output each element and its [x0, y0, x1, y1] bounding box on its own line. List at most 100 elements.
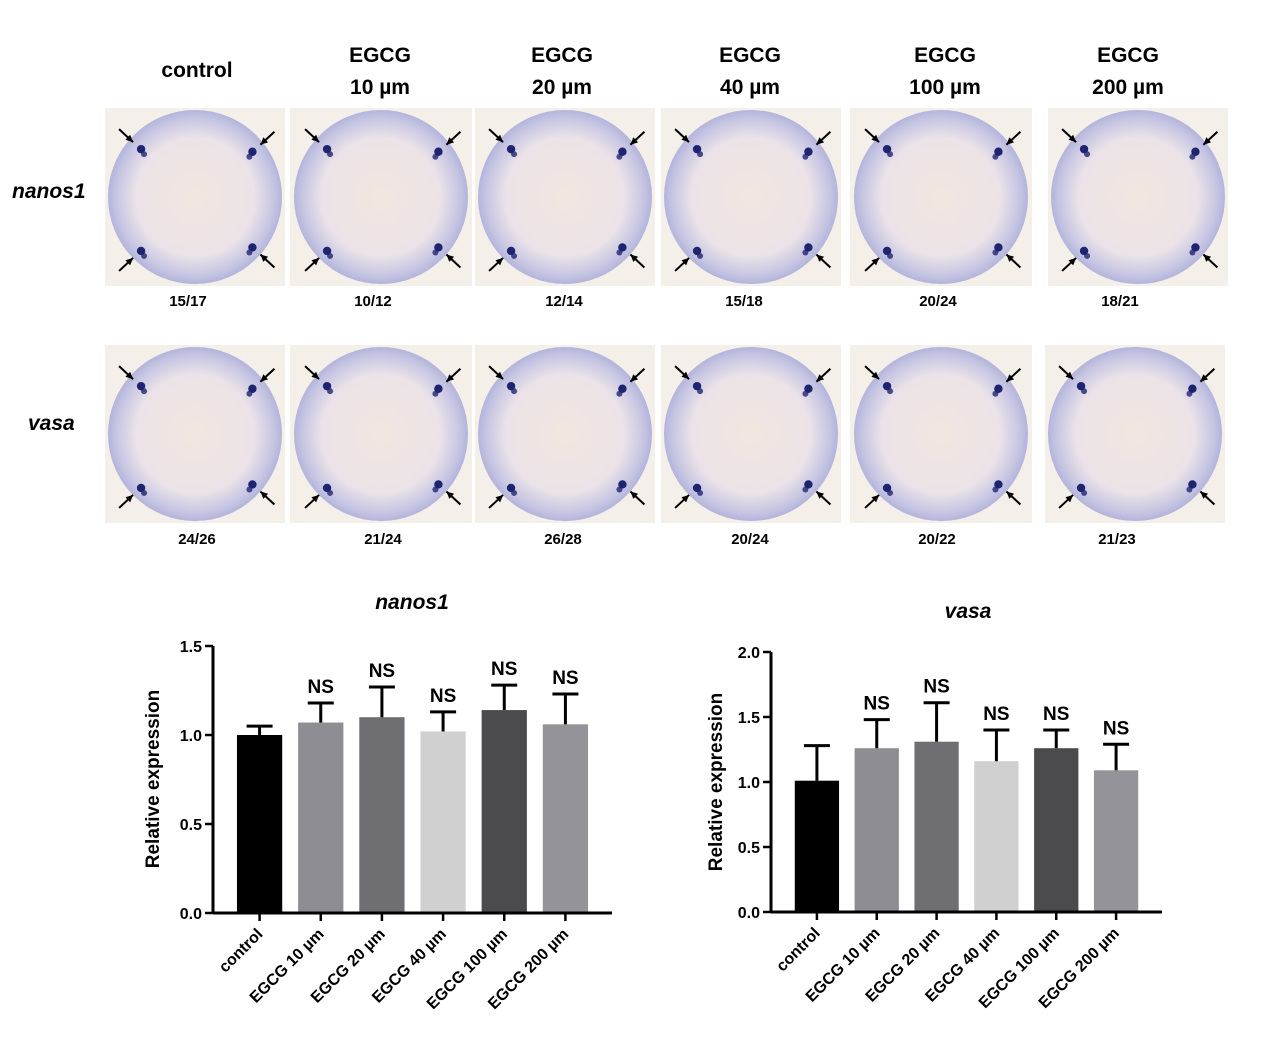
- embryo-panel: [661, 345, 841, 523]
- significance-label: NS: [923, 677, 949, 698]
- embryo: [478, 347, 652, 521]
- pgc-spot: [141, 489, 148, 496]
- pgc-spot: [432, 390, 439, 397]
- pgc-spot: [616, 249, 623, 256]
- arrow-head-icon: [1006, 137, 1015, 145]
- arrow-head-icon: [1006, 374, 1015, 382]
- embryo-panel: [290, 108, 472, 286]
- significance-label: NS: [1043, 704, 1069, 725]
- arrow-head-icon: [816, 491, 825, 499]
- arrow-head-icon: [495, 371, 504, 380]
- pgc-spot: [697, 388, 704, 395]
- row-label-vasa: vasa: [28, 412, 75, 435]
- embryo: [854, 347, 1028, 521]
- arrow-head-icon: [681, 257, 690, 266]
- bar: [542, 724, 589, 913]
- pgc-spot: [804, 243, 813, 252]
- pgc-spot: [506, 381, 516, 391]
- embryo: [294, 110, 468, 284]
- pgc-spot: [618, 243, 627, 252]
- arrow-head-icon: [446, 137, 455, 145]
- pgc-spot: [432, 486, 439, 493]
- pgc-spot: [887, 151, 894, 158]
- pgc-spot: [1189, 153, 1196, 160]
- pgc-spot: [248, 147, 257, 156]
- bar: [359, 717, 405, 913]
- arrow-head-icon: [871, 257, 880, 266]
- pgc-spot: [327, 252, 334, 259]
- pgc-spot: [1191, 243, 1200, 252]
- pgc-spot: [692, 144, 702, 154]
- arrow-head-icon: [871, 134, 880, 143]
- significance-label: NS: [864, 694, 890, 715]
- pgc-spot: [887, 252, 894, 259]
- pgc-spot: [887, 388, 894, 395]
- pgc-spot: [511, 388, 518, 395]
- pgc-spot: [511, 151, 518, 158]
- pgc-spot: [322, 381, 332, 391]
- count-label: 15/17: [169, 293, 207, 310]
- pgc-spot: [616, 390, 623, 397]
- pgc-spot: [616, 486, 623, 493]
- embryo-panel: [1045, 345, 1225, 523]
- pgc-spot: [697, 489, 704, 496]
- count-label: 15/18: [725, 293, 763, 310]
- count-label: 12/14: [545, 293, 583, 310]
- pgc-spot: [1186, 390, 1193, 397]
- arrow-head-icon: [1006, 254, 1015, 262]
- bar: [974, 761, 1019, 912]
- significance-label: NS: [552, 668, 578, 689]
- embryo: [854, 110, 1028, 284]
- pgc-spot: [992, 486, 999, 493]
- pgc-spot: [804, 384, 813, 393]
- arrow-head-icon: [630, 374, 639, 382]
- pgc-spot: [882, 381, 892, 391]
- arrow-head-icon: [1068, 257, 1077, 266]
- embryo: [478, 110, 652, 284]
- pgc-spot: [434, 480, 443, 489]
- y-tick-label: 1.5: [180, 639, 202, 656]
- embryo-image-grid: [105, 108, 1228, 523]
- pgc-spot: [246, 486, 253, 493]
- arrow-head-icon: [495, 494, 504, 503]
- x-tick-label: control: [216, 926, 266, 976]
- arrow-head-icon: [260, 491, 269, 499]
- significance-label: NS: [1103, 718, 1129, 739]
- pgc-spot: [882, 246, 892, 256]
- pgc-spot: [994, 384, 1003, 393]
- pgc-spot: [802, 390, 809, 397]
- arrow-head-icon: [125, 371, 134, 380]
- arrow-head-icon: [1065, 494, 1074, 503]
- pgc-spot: [506, 483, 516, 493]
- pgc-spot: [141, 252, 148, 259]
- row-label-nanos1: nanos1: [12, 180, 86, 203]
- embryo: [108, 347, 282, 521]
- arrow-head-icon: [311, 371, 320, 380]
- pgc-spot: [1189, 249, 1196, 256]
- column-header-control: control: [161, 59, 232, 82]
- pgc-spot: [322, 483, 332, 493]
- pgc-spot: [136, 246, 146, 256]
- count-label: 20/24: [919, 293, 957, 310]
- column-header-200-line2: 200 µm: [1092, 76, 1164, 99]
- pgc-spot: [434, 384, 443, 393]
- significance-label: NS: [491, 659, 517, 680]
- arrow-head-icon: [1065, 371, 1074, 380]
- pgc-spot: [697, 252, 704, 259]
- pgc-spot: [141, 388, 148, 395]
- arrow-head-icon: [260, 137, 269, 145]
- count-labels-row-2: 24/26 21/24 26/28 20/24 20/22 21/23: [178, 531, 1136, 548]
- arrow-head-icon: [446, 254, 455, 262]
- pgc-spot: [327, 489, 334, 496]
- pgc-spot: [136, 381, 146, 391]
- pgc-spot: [692, 246, 702, 256]
- count-label: 20/24: [731, 531, 769, 548]
- bar: [1034, 748, 1079, 912]
- pgc-spot: [802, 153, 809, 160]
- arrow-head-icon: [495, 257, 504, 266]
- y-tick-label: 0.0: [738, 905, 760, 922]
- count-label: 18/21: [1101, 293, 1139, 310]
- pgc-spot: [1079, 144, 1089, 154]
- pgc-spot: [802, 249, 809, 256]
